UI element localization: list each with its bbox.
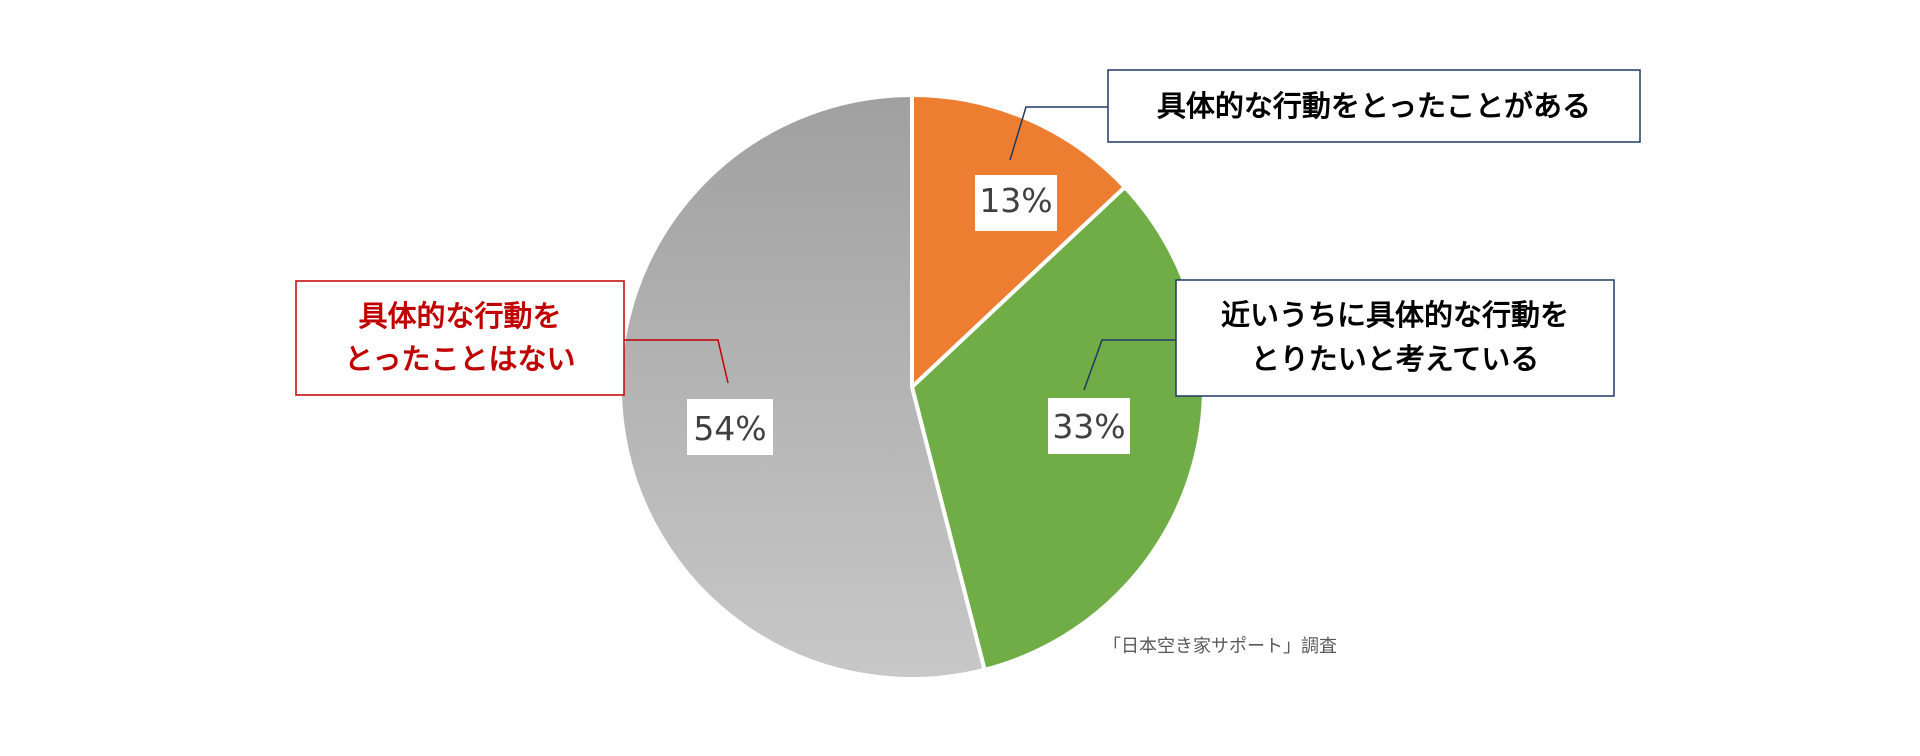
leader-lines [624, 106, 1176, 391]
category-label-3-line-1: 具体的な行動を [358, 299, 561, 333]
category-label-2-line-2: とりたいと考えている [1251, 342, 1540, 376]
category-label-2-line-1: 近いうちに具体的な行動を [1221, 298, 1569, 332]
pie-slices [618, 93, 1206, 681]
value-label-box-1 [975, 175, 1057, 231]
category-label-3-line-2: とったことはない [344, 342, 575, 376]
category-label-box-1 [1107, 69, 1641, 143]
value-label-3: 54% [693, 409, 766, 448]
category-label-1-line-1: 具体的な行動をとったことがある [1157, 89, 1591, 123]
value-label-box-3 [687, 399, 773, 455]
leader-line-2 [1083, 339, 1176, 391]
category-label-box-2 [1175, 279, 1615, 397]
value-label-2: 33% [1052, 407, 1125, 446]
source-note: 「日本空き家サポート」調査 [1103, 636, 1337, 657]
pie-slice-1 [910, 93, 1127, 389]
category-label-box-3 [295, 280, 625, 396]
value-label-1: 13% [979, 181, 1052, 220]
pie-slice-3 [618, 93, 987, 681]
leader-line-1 [1009, 106, 1108, 161]
value-label-box-2 [1048, 398, 1130, 454]
value-labels: 13% 33% 54% [687, 175, 1130, 455]
leader-line-3 [624, 339, 729, 384]
